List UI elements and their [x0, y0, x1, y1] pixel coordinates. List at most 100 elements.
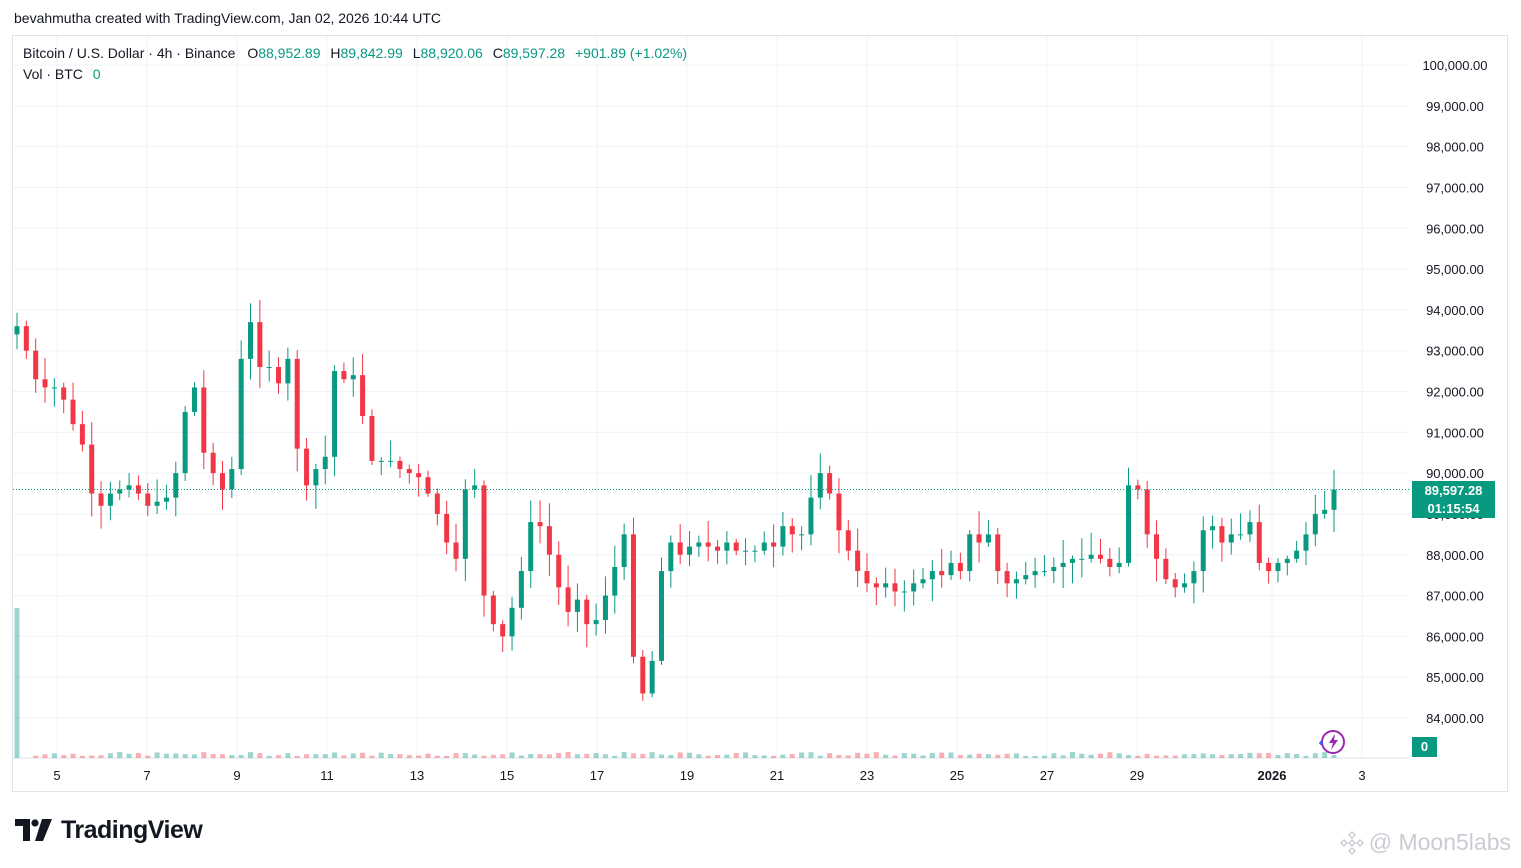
- volume-bar: [1284, 753, 1290, 758]
- candle-body: [817, 473, 823, 498]
- candle-body: [939, 571, 945, 576]
- watermark: @ Moon5labs: [1339, 829, 1511, 856]
- x-tick-label: 13: [410, 768, 424, 783]
- candle-body: [743, 550, 749, 552]
- volume-bar: [780, 754, 786, 758]
- candle-body: [612, 566, 618, 596]
- volume-bar: [836, 754, 842, 758]
- bar-countdown: 01:15:54: [1427, 501, 1480, 516]
- volume-bar: [1060, 755, 1066, 758]
- y-tick-label: 85,000.00: [1426, 670, 1484, 685]
- candle-body: [154, 501, 160, 506]
- volume-bar: [126, 753, 132, 758]
- x-tick-label: 27: [1040, 768, 1054, 783]
- volume-bar: [14, 608, 20, 758]
- candle-body: [883, 583, 889, 588]
- tradingview-logo: TradingView: [15, 815, 203, 845]
- candle-body: [1322, 509, 1328, 514]
- candle-body: [1144, 489, 1150, 535]
- volume-bar: [406, 755, 412, 758]
- volume-bar: [33, 755, 39, 758]
- volume-bar: [1238, 754, 1244, 758]
- volume-bar: [453, 753, 459, 758]
- candle-body: [238, 358, 244, 470]
- candle-body: [799, 534, 805, 536]
- volume-bar: [360, 752, 366, 758]
- candle-body: [1154, 534, 1160, 559]
- replay-lightning-icon[interactable]: [1316, 729, 1346, 755]
- volume-bar: [1097, 753, 1103, 758]
- candle-body: [14, 326, 20, 335]
- candle-body: [1023, 575, 1029, 580]
- volume-bar: [219, 754, 225, 758]
- y-tick-label: 99,000.00: [1426, 99, 1484, 114]
- x-tick-label: 2026: [1258, 768, 1287, 783]
- candle-body: [1041, 571, 1047, 573]
- volume-bar: [696, 754, 702, 758]
- candle-body: [1256, 522, 1262, 563]
- candle-body: [715, 546, 721, 551]
- volume-bar: [593, 752, 599, 758]
- candle-body: [1191, 571, 1197, 584]
- candle-body: [1294, 550, 1300, 559]
- candle-body: [360, 375, 366, 416]
- candle-body: [864, 571, 870, 584]
- candle-body: [1135, 485, 1141, 490]
- volume-bar: [1331, 755, 1337, 758]
- volume-bar: [210, 754, 216, 758]
- volume-bar: [892, 755, 898, 758]
- candle-body: [705, 542, 711, 547]
- volume-bar: [416, 755, 422, 758]
- symbol-label[interactable]: Bitcoin / U.S. Dollar · 4h · Binance: [23, 45, 236, 61]
- volume-bar: [1088, 754, 1094, 758]
- volume-bar: [574, 754, 580, 758]
- x-tick-label: 15: [500, 768, 514, 783]
- volume-bar: [518, 755, 524, 758]
- volume-bar: [481, 755, 487, 758]
- volume-bar: [602, 754, 608, 758]
- candle-body: [304, 448, 310, 486]
- candle-body: [593, 620, 599, 625]
- candle-body: [1247, 522, 1253, 535]
- candle-body: [341, 371, 347, 380]
- volume-bar: [397, 754, 403, 758]
- volume-bar: [920, 755, 926, 758]
- candle-body: [789, 526, 795, 535]
- candle-body: [173, 473, 179, 498]
- volume-bar: [1144, 753, 1150, 758]
- volume-bar: [107, 753, 113, 758]
- volume-bar: [490, 754, 496, 758]
- volume-bar: [1135, 755, 1141, 758]
- volume-label[interactable]: Vol · BTC: [23, 66, 83, 82]
- y-tick-label: 94,000.00: [1426, 303, 1484, 318]
- volume-bar: [1266, 752, 1272, 758]
- volume-bar: [472, 754, 478, 758]
- last-price-value: 89,597.28: [1424, 483, 1483, 498]
- axis-ticks: 84,000.00 85,000.00 86,000.00 87,000.00 88,0…: [53, 58, 1487, 783]
- candle-body: [397, 460, 403, 470]
- candle-body: [957, 562, 963, 572]
- candle-body: [556, 554, 562, 588]
- low-value: 88,920.06: [420, 45, 483, 61]
- volume-bar: [630, 753, 636, 758]
- candle-body: [677, 542, 683, 555]
- candle-body: [649, 660, 655, 694]
- volume-bar: [733, 753, 739, 758]
- x-tick-label: 9: [233, 768, 240, 783]
- volume-bar: [743, 752, 749, 758]
- candle-body: [696, 542, 702, 547]
- volume-bar: [173, 753, 179, 758]
- volume-bar: [677, 752, 683, 758]
- tradingview-logo-text: TradingView: [61, 815, 203, 844]
- candle-body: [98, 493, 104, 506]
- volume-bar: [500, 754, 506, 758]
- volume-bar: [79, 755, 85, 758]
- candle-body: [911, 583, 917, 592]
- candle-body: [388, 460, 394, 462]
- change-value: +901.89 (+1.02%): [575, 45, 688, 61]
- candle-body: [1303, 534, 1309, 551]
- volume-bar: [752, 755, 758, 758]
- volume-bar: [537, 754, 543, 758]
- volume-bar: [1163, 755, 1169, 758]
